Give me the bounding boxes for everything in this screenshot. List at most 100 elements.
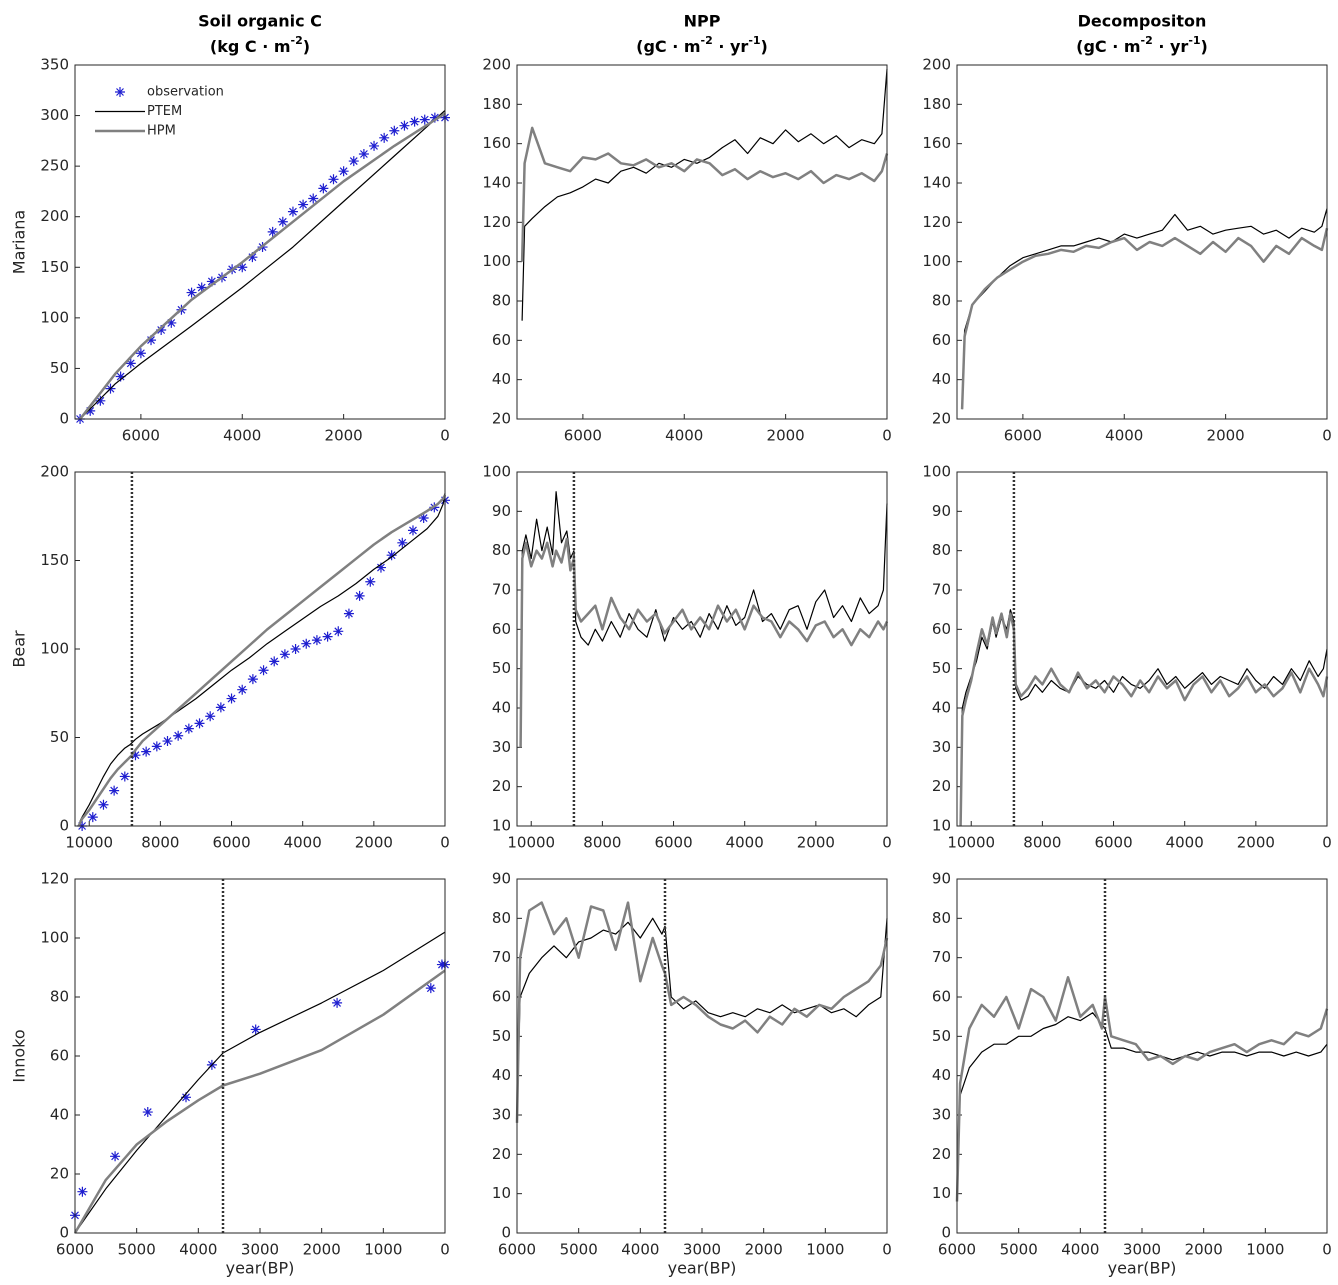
observation-marker bbox=[338, 166, 349, 177]
y-tick-label: 350 bbox=[40, 56, 69, 74]
series-line bbox=[74, 931, 446, 1234]
series-line bbox=[520, 491, 888, 716]
observation-marker bbox=[194, 718, 205, 729]
series-line bbox=[959, 612, 1329, 827]
observation-marker bbox=[206, 276, 217, 287]
observation-marker bbox=[348, 156, 359, 167]
observation-marker bbox=[166, 317, 177, 328]
y-tick-label: 90 bbox=[932, 870, 951, 888]
axes-box bbox=[956, 64, 1328, 420]
y-tick-label: 140 bbox=[922, 174, 951, 192]
x-tick-label: 2000 bbox=[355, 834, 393, 852]
x-tick-label: 2000 bbox=[1237, 834, 1275, 852]
y-tick-label: 50 bbox=[50, 728, 69, 746]
x-tick-label: 3000 bbox=[1123, 1241, 1161, 1259]
x-tick-label: 6000 bbox=[122, 427, 160, 445]
y-tick-label: 30 bbox=[932, 738, 951, 756]
y-tick-label: 20 bbox=[932, 410, 951, 428]
observation-marker bbox=[258, 665, 269, 676]
series-line bbox=[78, 493, 446, 827]
y-axis-label: Mariana bbox=[10, 210, 29, 274]
y-tick-label: 20 bbox=[932, 777, 951, 795]
subtitle-part: ) bbox=[303, 37, 310, 56]
x-tick-label: 2000 bbox=[767, 427, 805, 445]
observation-marker bbox=[173, 730, 184, 741]
x-tick-label: 10000 bbox=[947, 834, 995, 852]
x-tick-label: 6000 bbox=[654, 834, 692, 852]
series-line bbox=[961, 208, 1328, 410]
observation-marker bbox=[267, 226, 278, 237]
y-tick-label: 0 bbox=[501, 1224, 511, 1242]
x-tick-label: 4000 bbox=[179, 1241, 217, 1259]
chart-subtitle: (kg C · m-2) bbox=[210, 34, 310, 56]
y-tick-label: 40 bbox=[50, 1106, 69, 1124]
series-line bbox=[79, 110, 446, 420]
series-line bbox=[77, 494, 447, 827]
chart-title: NPP bbox=[684, 12, 721, 31]
y-tick-label: 100 bbox=[40, 640, 69, 658]
observation-marker bbox=[389, 125, 400, 136]
y-tick-label: 50 bbox=[50, 359, 69, 377]
observation-marker bbox=[379, 132, 390, 143]
legend-marker bbox=[115, 87, 125, 97]
series-line bbox=[515, 901, 889, 1123]
y-tick-label: 60 bbox=[492, 988, 511, 1006]
x-tick-label: 8000 bbox=[1023, 834, 1061, 852]
y-tick-label: 10 bbox=[932, 817, 951, 835]
x-tick-label: 3000 bbox=[241, 1241, 279, 1259]
observation-marker bbox=[269, 656, 280, 667]
y-tick-label: 60 bbox=[932, 331, 951, 349]
x-tick-label: 6000 bbox=[1004, 427, 1042, 445]
observation-marker bbox=[183, 723, 194, 734]
subtitle-part: ) bbox=[1201, 37, 1208, 56]
axes-box bbox=[956, 471, 1328, 827]
observation-marker bbox=[311, 635, 322, 646]
y-tick-label: 60 bbox=[932, 988, 951, 1006]
observation-marker bbox=[205, 711, 216, 722]
observation-marker bbox=[298, 199, 309, 210]
observation-marker bbox=[386, 550, 397, 561]
y-tick-label: 10 bbox=[492, 1184, 511, 1202]
x-tick-label: 3000 bbox=[683, 1241, 721, 1259]
observation-marker bbox=[425, 983, 436, 994]
y-tick-label: 120 bbox=[40, 870, 69, 888]
x-tick-label: 6000 bbox=[1094, 834, 1132, 852]
subtitle-part: · yr bbox=[713, 37, 749, 56]
axes-box bbox=[74, 471, 446, 827]
legend-label: observation bbox=[147, 85, 224, 100]
x-tick-label: 4000 bbox=[1166, 834, 1204, 852]
observation-marker bbox=[237, 684, 248, 695]
series-line bbox=[955, 976, 1329, 1202]
subtitle-part: -2 bbox=[1141, 34, 1153, 47]
x-tick-label: 1000 bbox=[364, 1241, 402, 1259]
y-tick-label: 80 bbox=[492, 909, 511, 927]
x-axis-label: year(BP) bbox=[226, 1259, 295, 1278]
observation-marker bbox=[429, 112, 440, 123]
plot-area bbox=[75, 879, 445, 1233]
axes-box bbox=[516, 64, 888, 420]
y-tick-label: 20 bbox=[50, 1165, 69, 1183]
observation-marker bbox=[130, 750, 141, 761]
y-tick-label: 30 bbox=[492, 738, 511, 756]
y-tick-label: 60 bbox=[932, 620, 951, 638]
x-tick-label: 0 bbox=[882, 834, 892, 852]
observation-marker bbox=[110, 1151, 121, 1162]
x-tick-label: 6000 bbox=[498, 1241, 536, 1259]
observation-marker bbox=[162, 736, 173, 747]
observation-marker bbox=[247, 252, 258, 263]
y-tick-label: 140 bbox=[482, 174, 511, 192]
axes-box bbox=[74, 878, 446, 1234]
series-line bbox=[73, 969, 446, 1234]
y-tick-label: 60 bbox=[492, 620, 511, 638]
x-tick-label: 6000 bbox=[56, 1241, 94, 1259]
observation-marker bbox=[328, 174, 339, 185]
series-line bbox=[79, 112, 446, 420]
axes-box bbox=[516, 471, 888, 827]
series-line bbox=[519, 537, 889, 748]
observation-marker bbox=[196, 282, 207, 293]
x-tick-label: 5000 bbox=[118, 1241, 156, 1259]
observation-marker bbox=[322, 631, 333, 642]
observation-marker bbox=[186, 287, 197, 298]
x-tick-label: 5000 bbox=[1000, 1241, 1038, 1259]
